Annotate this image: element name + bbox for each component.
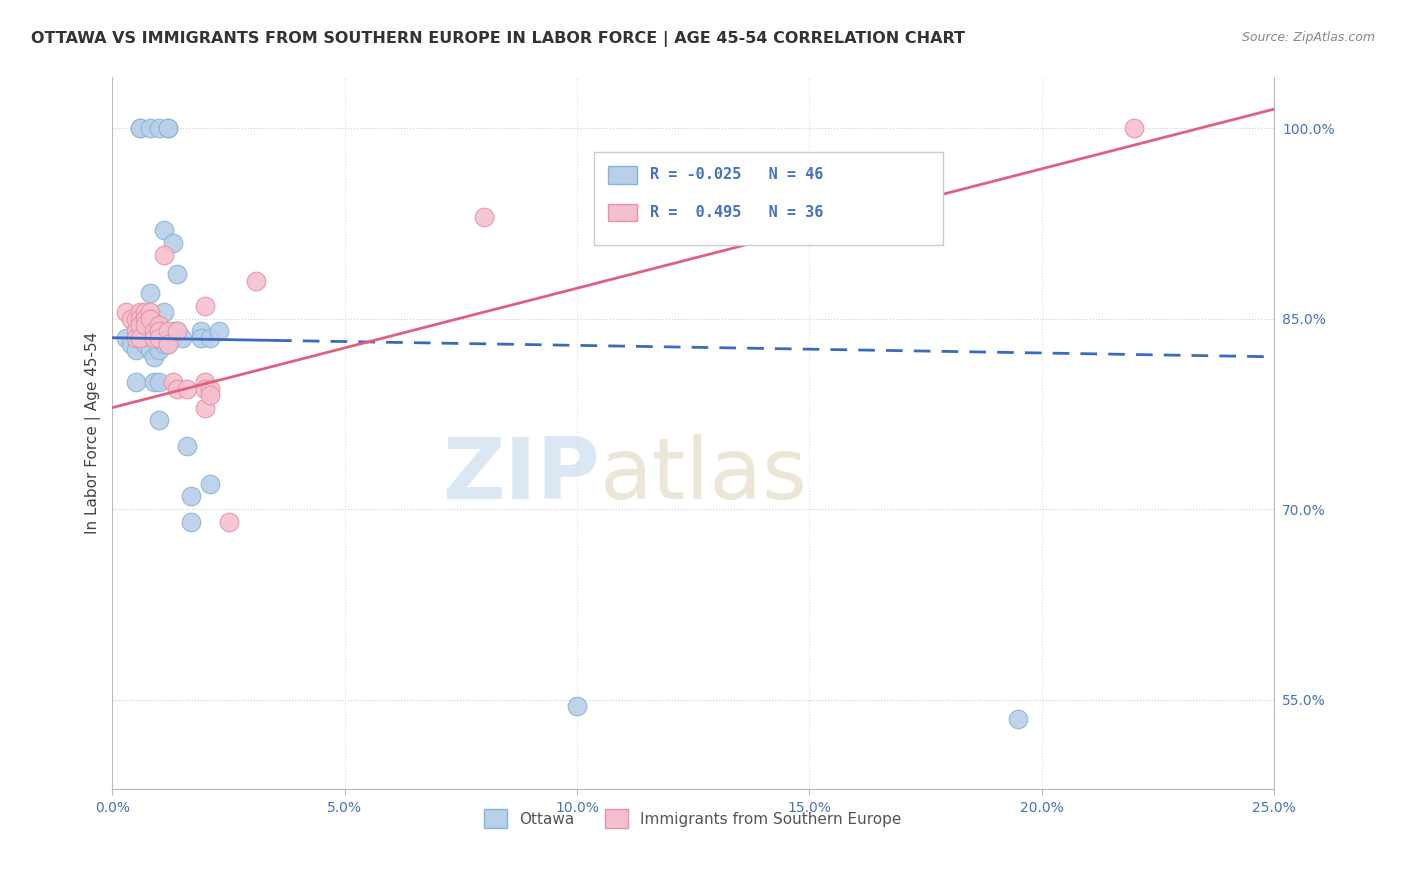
Point (180, 490, 202, 504)
Point (162, 331, 184, 345)
Point (190, 331, 212, 345)
Point (143, 325, 166, 339)
Point (148, 343, 170, 358)
Point (124, 375, 146, 389)
Point (143, 375, 166, 389)
Point (157, 337, 180, 351)
Point (148, 331, 170, 345)
Point (194, 299, 217, 313)
Text: ZIP: ZIP (443, 434, 600, 517)
Point (162, 325, 184, 339)
FancyBboxPatch shape (595, 153, 943, 244)
Point (1123, 121, 1146, 136)
Point (134, 318, 156, 332)
Point (194, 382, 217, 396)
Point (138, 121, 160, 136)
Point (1007, 712, 1029, 726)
Point (172, 331, 194, 345)
Point (148, 375, 170, 389)
Legend: Ottawa, Immigrants from Southern Europe: Ottawa, Immigrants from Southern Europe (478, 804, 908, 834)
Point (180, 515, 202, 529)
Point (124, 343, 146, 358)
Point (157, 121, 180, 136)
Point (138, 305, 160, 319)
Point (129, 121, 152, 136)
Point (143, 350, 166, 364)
Y-axis label: In Labor Force | Age 45-54: In Labor Force | Age 45-54 (86, 332, 101, 534)
Point (198, 476, 221, 491)
Point (148, 121, 170, 136)
Point (115, 305, 138, 319)
Point (472, 210, 495, 224)
Point (162, 375, 184, 389)
Point (157, 121, 180, 136)
Point (138, 311, 160, 326)
Point (152, 331, 174, 345)
Point (166, 325, 188, 339)
Point (138, 343, 160, 358)
Point (120, 337, 142, 351)
Point (134, 337, 156, 351)
Point (148, 413, 170, 427)
Point (134, 305, 156, 319)
Point (138, 331, 160, 345)
Point (198, 382, 221, 396)
Bar (609, 166, 637, 184)
Point (176, 439, 198, 453)
Point (152, 248, 174, 262)
Point (245, 274, 267, 288)
Point (143, 331, 166, 345)
Point (115, 331, 138, 345)
Bar (609, 203, 637, 221)
Point (166, 325, 188, 339)
Point (176, 382, 198, 396)
Point (129, 331, 152, 345)
Point (138, 286, 160, 301)
Point (129, 318, 152, 332)
Point (208, 325, 231, 339)
Point (134, 318, 156, 332)
Point (152, 223, 174, 237)
Point (124, 311, 146, 326)
Point (162, 235, 184, 250)
Point (194, 375, 217, 389)
Point (124, 331, 146, 345)
Text: R =  0.495   N = 36: R = 0.495 N = 36 (650, 205, 824, 220)
Point (166, 382, 188, 396)
Point (152, 305, 174, 319)
Point (134, 331, 156, 345)
Text: Source: ZipAtlas.com: Source: ZipAtlas.com (1241, 31, 1375, 45)
Point (148, 318, 170, 332)
Point (157, 325, 180, 339)
Point (148, 325, 170, 339)
Text: R = -0.025   N = 46: R = -0.025 N = 46 (650, 168, 824, 182)
Point (194, 401, 217, 415)
Point (198, 388, 221, 402)
Point (166, 267, 188, 281)
Point (152, 337, 174, 351)
Point (120, 311, 142, 326)
Point (124, 325, 146, 339)
Point (148, 325, 170, 339)
Point (565, 698, 588, 713)
Point (134, 311, 156, 326)
Point (129, 305, 152, 319)
Point (218, 515, 240, 529)
Point (148, 331, 170, 345)
Point (157, 337, 180, 351)
Point (190, 325, 212, 339)
Point (138, 311, 160, 326)
Point (198, 331, 221, 345)
Point (129, 311, 152, 326)
Point (129, 121, 152, 136)
Text: OTTAWA VS IMMIGRANTS FROM SOUTHERN EUROPE IN LABOR FORCE | AGE 45-54 CORRELATION: OTTAWA VS IMMIGRANTS FROM SOUTHERN EUROP… (31, 31, 965, 47)
Text: atlas: atlas (600, 434, 808, 517)
Point (143, 331, 166, 345)
